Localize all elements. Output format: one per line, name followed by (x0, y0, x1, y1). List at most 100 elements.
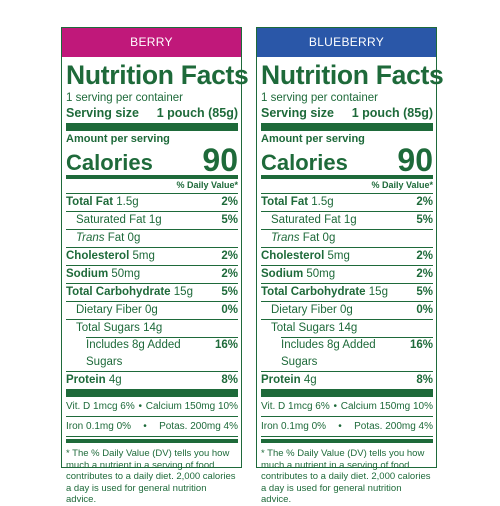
amount-per-serving: Amount per serving (66, 133, 170, 145)
divider-medium (66, 175, 238, 179)
calcium: Calcium 150mg 10% (340, 401, 433, 412)
protein-row: Protein 4g 8% (261, 371, 433, 397)
total-fat-pct: 2% (416, 196, 433, 208)
carbohydrate-amount: 15g (173, 286, 193, 298)
trans-fat-label: Trans (271, 232, 300, 244)
total-carbohydrate-row: Total Carbohydrate 15g 5% (66, 283, 238, 301)
added-sugars-pct: 16% (409, 339, 433, 351)
added-sugars-label: Includes 8g Added Sugars (86, 339, 181, 368)
bullet-separator: • (333, 401, 337, 412)
vitamin-row-2: Iron 0.1mg 0% • Potas. 200mg 4% (261, 417, 433, 437)
sodium-amount: 50mg (111, 268, 141, 280)
cholesterol-amount: 5mg (327, 250, 350, 262)
nutrition-facts-title: Nutrition Facts (261, 60, 444, 90)
added-sugars-pct: 16% (214, 339, 238, 351)
protein-label: Protein (261, 374, 301, 386)
vitamin-row-2: Iron 0.1mg 0% • Potas. 200mg 4% (66, 417, 238, 437)
daily-value-footnote: * The % Daily Value (DV) tells you how m… (261, 439, 433, 506)
cholesterol-label: Cholesterol (66, 250, 130, 262)
calories-value: 90 (397, 142, 433, 178)
sodium-pct: 2% (221, 268, 238, 280)
total-sugars-label: Total Sugars 14g (76, 322, 163, 334)
carbohydrate-pct: 5% (416, 286, 433, 298)
protein-row: Protein 4g 8% (66, 371, 238, 397)
saturated-fat-label: Saturated Fat 1g (76, 214, 162, 226)
cholesterol-pct: 2% (416, 250, 433, 262)
trans-fat-row: Trans Fat 0g (66, 229, 238, 247)
saturated-fat-pct: 5% (221, 214, 238, 226)
bullet-separator: • (143, 421, 147, 432)
daily-value-footnote: * The % Daily Value (DV) tells you how m… (66, 439, 238, 506)
iron: Iron 0.1mg 0% (261, 421, 327, 432)
carbohydrate-label: Total Carbohydrate (66, 286, 171, 298)
total-carbohydrate-row: Total Carbohydrate 15g 5% (261, 283, 433, 301)
total-sugars-row: Total Sugars 14g (66, 319, 238, 337)
dietary-fiber-pct: 0% (416, 304, 433, 316)
calories-row: Calories 90 (66, 142, 238, 178)
total-fat-pct: 2% (221, 196, 238, 208)
added-sugars-row: Includes 8g Added Sugars 16% (66, 337, 238, 371)
added-sugars-row: Includes 8g Added Sugars 16% (261, 337, 433, 371)
calories-value: 90 (202, 142, 238, 178)
sodium-amount: 50mg (306, 268, 336, 280)
calories-row: Calories 90 (261, 142, 433, 178)
protein-pct: 8% (221, 374, 238, 386)
total-fat-row: Total Fat 1.5g 2% (66, 193, 238, 211)
total-fat-label: Total Fat (66, 196, 114, 208)
amount-per-serving: Amount per serving (261, 133, 365, 145)
dietary-fiber-row: Dietary Fiber 0g 0% (261, 301, 433, 319)
saturated-fat-label: Saturated Fat 1g (271, 214, 357, 226)
saturated-fat-pct: 5% (416, 214, 433, 226)
calcium: Calcium 150mg 10% (145, 401, 238, 412)
vitamin-d: Vit. D 1mcg 6% (261, 401, 330, 412)
trans-fat-amount: Fat 0g (302, 232, 336, 244)
saturated-fat-row: Saturated Fat 1g 5% (261, 211, 433, 229)
sodium-row: Sodium 50mg 2% (261, 265, 433, 283)
sodium-pct: 2% (416, 268, 433, 280)
bullet-separator: • (338, 421, 342, 432)
calories-label: Calories (66, 150, 153, 175)
carbohydrate-amount: 15g (368, 286, 388, 298)
bullet-separator: • (138, 401, 142, 412)
serving-size-row: Serving size 1 pouch (85g) (261, 105, 433, 121)
daily-value-header: % Daily Value* (371, 180, 433, 190)
protein-amount: 4g (303, 374, 317, 386)
protein-pct: 8% (416, 374, 433, 386)
vitamin-d: Vit. D 1mcg 6% (66, 401, 135, 412)
serving-size-row: Serving size 1 pouch (85g) (66, 105, 238, 121)
divider-thick (66, 123, 238, 131)
daily-value-header: % Daily Value* (176, 180, 238, 190)
dietary-fiber-label: Dietary Fiber 0g (76, 304, 158, 316)
cholesterol-row: Cholesterol 5mg 2% (261, 247, 433, 265)
trans-fat-row: Trans Fat 0g (261, 229, 433, 247)
total-fat-label: Total Fat (261, 196, 309, 208)
cholesterol-pct: 2% (221, 250, 238, 262)
protein-amount: 4g (108, 374, 122, 386)
nutrition-label-berry: BERRY Nutrition Facts 1 serving per cont… (61, 27, 249, 505)
divider-thick (261, 123, 433, 131)
total-fat-amount: 1.5g (116, 196, 139, 208)
serving-size-value: 1 pouch (85g) (156, 106, 238, 120)
dietary-fiber-label: Dietary Fiber 0g (271, 304, 353, 316)
sodium-label: Sodium (66, 268, 109, 280)
sodium-row: Sodium 50mg 2% (66, 265, 238, 283)
total-fat-amount: 1.5g (311, 196, 334, 208)
protein-label: Protein (66, 374, 106, 386)
flavor-banner: BERRY (62, 28, 241, 57)
cholesterol-amount: 5mg (132, 250, 155, 262)
servings-per-container: 1 serving per container (66, 92, 183, 104)
cholesterol-row: Cholesterol 5mg 2% (66, 247, 238, 265)
carbohydrate-pct: 5% (221, 286, 238, 298)
potassium: Potas. 200mg 4% (354, 421, 433, 432)
nutrition-facts-title: Nutrition Facts (66, 60, 249, 90)
iron: Iron 0.1mg 0% (66, 421, 132, 432)
vitamin-row-1: Vit. D 1mcg 6% • Calcium 150mg 10% (66, 397, 238, 417)
carbohydrate-label: Total Carbohydrate (261, 286, 366, 298)
calories-label: Calories (261, 150, 348, 175)
nutrition-label-blueberry: BLUEBERRY Nutrition Facts 1 serving per … (256, 27, 444, 505)
servings-per-container: 1 serving per container (261, 92, 378, 104)
sodium-label: Sodium (261, 268, 304, 280)
total-fat-row: Total Fat 1.5g 2% (261, 193, 433, 211)
serving-size-value: 1 pouch (85g) (351, 106, 433, 120)
trans-fat-label: Trans (76, 232, 105, 244)
